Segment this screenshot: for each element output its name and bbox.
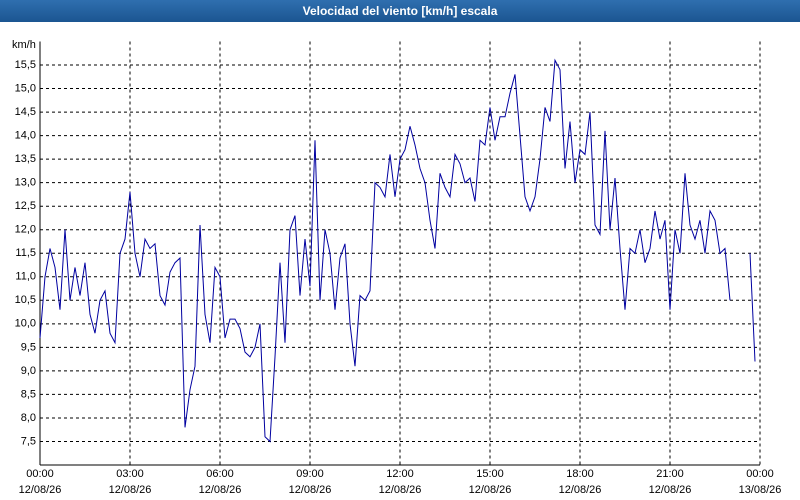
x-tick-date: 12/08/26 (199, 484, 242, 496)
y-tick-label: 14,0 (15, 130, 36, 142)
x-tick-label: 21:00 (656, 468, 684, 480)
y-tick-label: 11,0 (15, 271, 36, 283)
y-tick-label: 9,0 (21, 365, 36, 377)
x-tick-date: 12/08/26 (469, 484, 512, 496)
y-tick-label: 11,5 (15, 247, 36, 259)
y-tick-label: 7,5 (21, 435, 36, 447)
y-tick-label: 8,0 (21, 412, 36, 424)
y-tick-label: 13,5 (15, 153, 36, 165)
x-tick-date: 12/08/26 (289, 484, 332, 496)
y-tick-label: 9,5 (21, 341, 36, 353)
x-tick-label: 06:00 (206, 468, 234, 480)
x-tick-label: 00:00 (746, 468, 774, 480)
x-tick-label: 15:00 (476, 468, 504, 480)
y-tick-label: 10,5 (15, 294, 36, 306)
x-tick-label: 12:00 (386, 468, 414, 480)
y-tick-label: 14,5 (15, 106, 36, 118)
y-tick-label: 12,5 (15, 200, 36, 212)
y-tick-label: 13,0 (15, 177, 36, 189)
x-tick-date: 12/08/26 (109, 484, 152, 496)
x-tick-label: 09:00 (296, 468, 324, 480)
y-tick-label: 15,0 (15, 82, 36, 94)
y-tick-label: 8,5 (21, 388, 36, 400)
x-tick-date: 12/08/26 (379, 484, 422, 496)
x-tick-label: 03:00 (116, 468, 144, 480)
x-tick-label: 00:00 (26, 468, 54, 480)
title-bar: Velocidad del viento [km/h] escala (0, 0, 800, 22)
y-tick-label: 12,0 (15, 224, 36, 236)
x-tick-date: 13/08/26 (739, 484, 782, 496)
y-tick-label: 15,5 (15, 59, 36, 71)
line (39, 58, 756, 443)
y-axis-label: km/h (12, 39, 36, 51)
y-tick-label: 10,0 (15, 318, 36, 330)
x-tick-date: 12/08/26 (649, 484, 692, 496)
x-tick-label: 18:00 (566, 468, 594, 480)
chart: km/h 7,5 8,0 8,5 9,0 9,5 10,0 10,5 11,0 11,5 12,0… (12, 39, 782, 496)
x-tick-date: 12/08/26 (19, 484, 62, 496)
x-tick-date: 12/08/26 (559, 484, 602, 496)
